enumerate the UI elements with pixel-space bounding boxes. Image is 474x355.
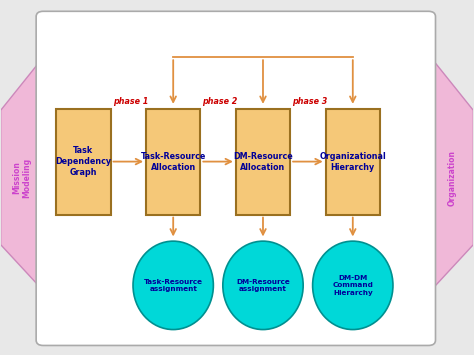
Text: Task-Resource
assignment: Task-Resource assignment [144,279,203,292]
Text: DM-Resource
Allocation: DM-Resource Allocation [233,152,293,171]
Text: Organization: Organization [447,149,456,206]
Bar [146,109,201,215]
Polygon shape [0,57,43,291]
Text: DM-DM
Command
Hierarchy: DM-DM Command Hierarchy [332,275,373,296]
Text: Task
Dependency
Graph: Task Dependency Graph [55,146,111,177]
Text: Organizational
Hierarchy: Organizational Hierarchy [319,152,386,171]
Ellipse shape [313,241,393,329]
FancyBboxPatch shape [36,11,436,345]
Ellipse shape [133,241,213,329]
Text: phase 1: phase 1 [113,97,148,106]
Text: Task-Resource
Allocation: Task-Resource Allocation [140,152,206,171]
Text: phase 2: phase 2 [202,97,238,106]
Bar [326,109,380,215]
Ellipse shape [223,241,303,329]
Text: DM-Resource
assignment: DM-Resource assignment [236,279,290,292]
Bar [236,109,290,215]
Bar [56,109,110,215]
Text: Mission
Modeling: Mission Modeling [12,157,32,198]
Text: phase 3: phase 3 [292,97,328,106]
Polygon shape [431,57,474,291]
